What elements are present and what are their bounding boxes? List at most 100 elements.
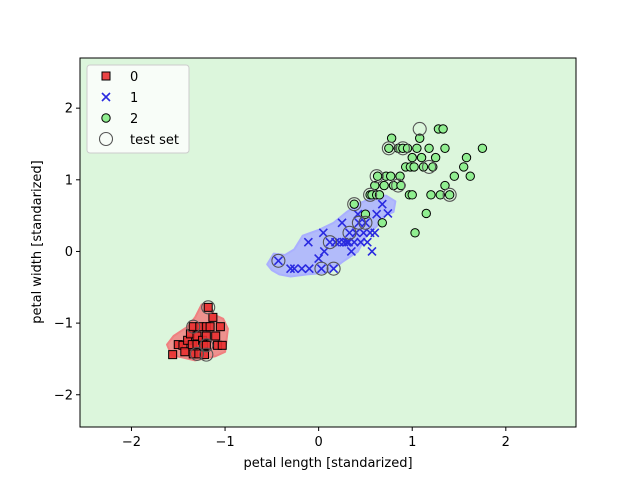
point-series-1 [383,208,393,219]
point-series-1 [329,264,339,274]
series-3 [186,121,457,362]
point-series-1 [346,246,356,257]
y-tick-label: −2 [54,388,73,403]
point-series-3 [442,187,457,202]
point-series-2 [407,152,417,163]
point-series-3 [186,319,201,334]
point-series-3 [342,225,357,240]
y-tick-label: 2 [65,102,73,117]
point-series-0 [211,331,221,341]
series-0 [168,302,227,360]
point-series-2 [440,143,450,153]
point-series-2 [349,199,359,209]
x-tick-label: −1 [215,435,234,450]
point-series-2 [449,171,460,181]
y-axis-ticks: −2 −1 0 1 2 [54,102,80,403]
point-series-0 [180,347,190,357]
point-series-3 [326,261,341,276]
point-series-1 [372,209,382,219]
point-series-2 [416,152,427,163]
point-series-3 [363,187,378,202]
point-series-3 [395,141,410,156]
point-series-3 [199,347,214,362]
point-series-3 [314,261,329,276]
point-series-2 [412,143,422,153]
point-series-3 [391,178,406,193]
point-series-2 [426,190,436,200]
plot-frame [79,57,577,428]
y-tick-label: 1 [65,173,73,188]
point-series-1 [316,264,327,274]
point-series-2 [402,143,413,153]
point-series-3 [381,141,396,156]
point-series-2 [461,152,472,163]
point-series-2 [372,171,383,181]
legend-label: 2 [130,112,138,127]
point-series-0 [208,312,218,322]
point-series-2 [374,190,385,200]
point-series-3 [347,197,362,212]
point-series-2 [377,218,387,228]
y-tick-label: 0 [65,245,73,260]
data-points [168,121,488,362]
point-series-0 [199,350,209,360]
point-series-3 [412,121,427,136]
point-series-2 [407,190,417,200]
point-series-3 [369,169,384,184]
point-series-2 [410,228,420,238]
point-series-1 [356,237,366,247]
point-series-0 [215,322,225,332]
point-series-1 [319,246,329,257]
point-series-1 [330,237,341,247]
point-series-1 [344,228,355,238]
point-series-1 [273,256,283,266]
point-series-2 [409,162,419,172]
point-series-1 [370,228,380,238]
legend-marker-3 [98,131,114,147]
point-series-3 [201,300,216,315]
point-series-1 [377,199,387,209]
y-tick-label: −1 [54,317,73,332]
point-series-1 [362,237,372,247]
legend-label: 1 [130,91,138,106]
point-series-3 [322,235,337,250]
point-series-2 [415,133,425,143]
point-series-2 [477,143,488,153]
point-series-1 [337,218,347,228]
x-tick-label: 1 [408,435,416,450]
point-series-1 [367,246,377,257]
x-axis-label: petal length [standarized] [243,456,412,471]
point-series-2 [379,180,389,191]
x-tick-label: −2 [122,435,141,450]
point-series-3 [358,215,373,230]
legend-marker-0 [101,71,111,81]
point-series-1 [304,264,314,274]
point-series-1 [286,264,296,274]
point-series-0 [205,322,215,332]
legend-box [86,64,190,154]
point-series-2 [424,143,434,153]
point-series-0 [217,340,227,350]
point-series-1 [314,254,324,264]
point-series-2 [458,162,469,172]
legend-marker-2 [101,113,111,123]
point-series-1 [297,264,307,274]
point-series-3 [189,346,205,361]
point-series-3 [422,159,437,174]
legend-label: 0 [130,70,138,85]
x-tick-label: 2 [502,435,510,450]
point-series-0 [201,340,211,350]
point-series-0 [201,331,211,341]
point-series-2 [384,143,394,153]
point-series-3 [271,253,286,268]
x-tick-label: 0 [315,435,323,450]
point-series-2 [444,190,455,200]
point-series-2 [386,171,396,181]
point-series-2 [395,171,405,181]
point-series-2 [430,152,441,163]
point-series-1 [318,228,328,238]
point-series-2 [435,190,446,200]
point-series-0 [168,350,178,360]
point-series-3 [199,338,214,353]
